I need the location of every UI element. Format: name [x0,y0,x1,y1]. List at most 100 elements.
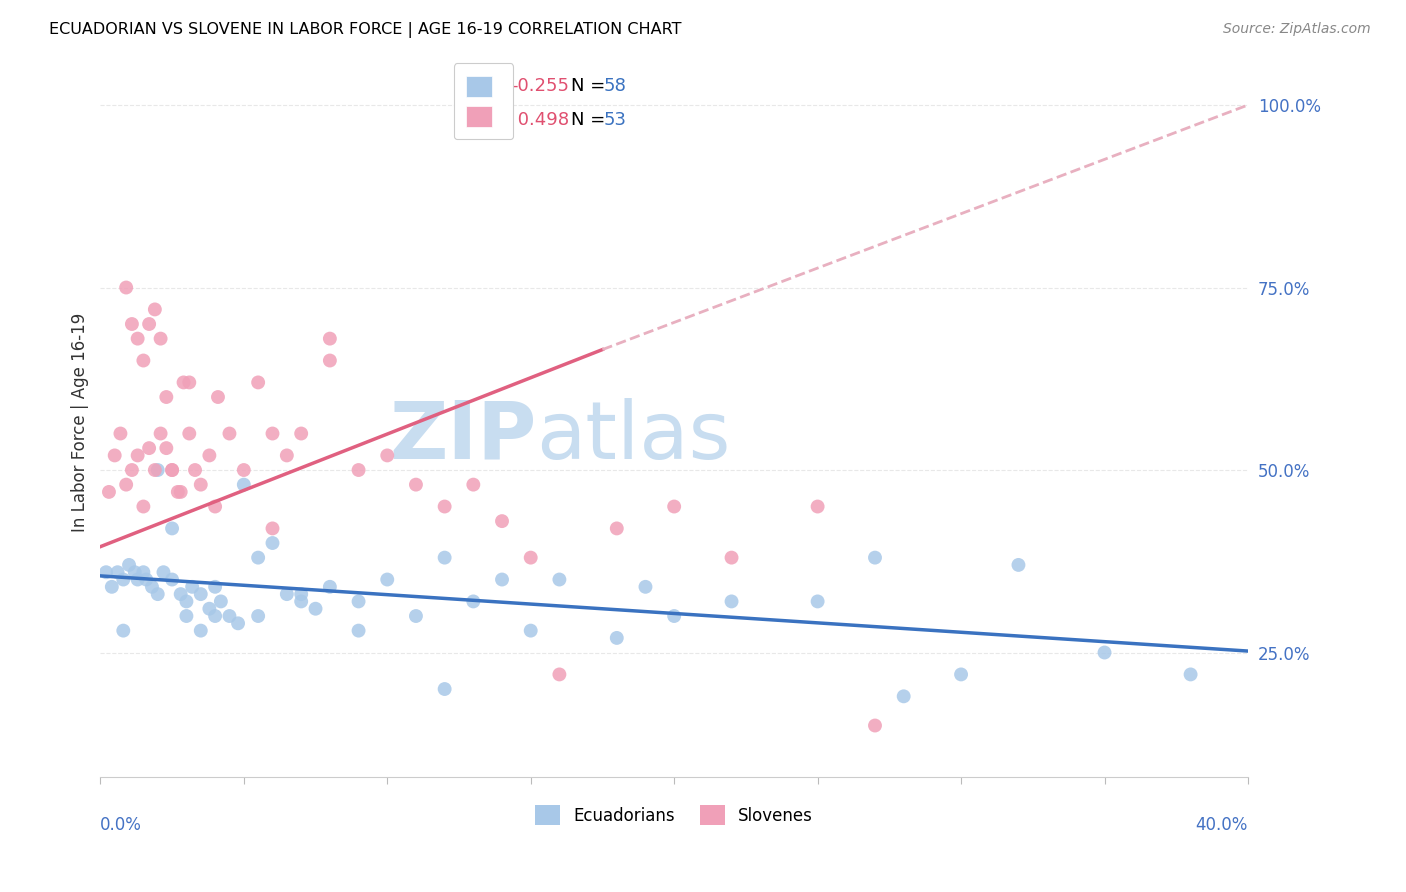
Point [226,616,249,631]
Point [198,449,221,463]
Point [149,332,172,346]
Text: N =: N = [571,112,612,129]
Point [160,463,183,477]
Point [204,609,226,624]
Point [115,280,138,294]
Point [204,580,226,594]
Point [204,500,226,514]
Text: 53: 53 [603,112,626,129]
Point [247,609,270,624]
Point [97,484,120,499]
Y-axis label: In Labor Force | Age 16-19: In Labor Force | Age 16-19 [72,313,89,533]
Point [290,426,312,441]
Point [720,594,742,608]
Point [184,463,207,477]
Point [405,477,427,491]
Point [190,624,212,638]
Point [634,580,657,594]
Text: 0.498: 0.498 [512,112,568,129]
Point [181,580,204,594]
Point [807,500,830,514]
Point [319,332,342,346]
Text: 0.0%: 0.0% [100,815,142,833]
Point [375,449,398,463]
Point [218,609,240,624]
Point [141,580,163,594]
Point [115,477,138,491]
Point [662,609,685,624]
Point [290,594,312,608]
Point [112,573,135,587]
Point [198,601,221,615]
Point [232,477,254,491]
Point [170,587,193,601]
Point [146,463,169,477]
Text: ZIP: ZIP [389,398,537,475]
Point [433,681,456,696]
Point [190,477,212,491]
Text: Source: ZipAtlas.com: Source: ZipAtlas.com [1223,22,1371,37]
Point [1094,646,1116,660]
Point [548,573,571,587]
Point [160,521,183,535]
Point [347,624,370,638]
Point [433,550,456,565]
Point [347,463,370,477]
Point [347,594,370,608]
Point [107,566,129,580]
Point [146,587,169,601]
Point [135,573,157,587]
Point [176,594,198,608]
Text: atlas: atlas [537,398,731,475]
Point [863,718,886,732]
Point [155,390,177,404]
Point [155,441,177,455]
Point [101,580,124,594]
Point [190,587,212,601]
Point [124,566,146,580]
Point [179,426,201,441]
Text: R =: R = [468,77,508,95]
Point [290,587,312,601]
Point [112,624,135,638]
Point [548,667,571,681]
Point [173,376,195,390]
Point [491,573,513,587]
Point [405,609,427,624]
Point [132,566,155,580]
Point [127,573,149,587]
Point [247,550,270,565]
Point [319,580,342,594]
Point [152,566,174,580]
Point [319,353,342,368]
Point [170,484,193,499]
Point [132,353,155,368]
Point [463,477,485,491]
Point [209,594,232,608]
Point [1007,558,1029,572]
Point [118,558,141,572]
Point [207,390,229,404]
Point [160,463,183,477]
Point [606,521,628,535]
Point [720,550,742,565]
Point [176,609,198,624]
Point [143,463,166,477]
Point [262,536,284,550]
Point [262,521,284,535]
Point [519,624,541,638]
Point [149,426,172,441]
Point [104,449,127,463]
Point [121,463,143,477]
Point [166,484,188,499]
Text: ECUADORIAN VS SLOVENE IN LABOR FORCE | AGE 16-19 CORRELATION CHART: ECUADORIAN VS SLOVENE IN LABOR FORCE | A… [49,22,682,38]
Point [94,566,117,580]
Point [160,573,183,587]
Point [138,317,160,331]
Point [121,317,143,331]
Point [110,426,132,441]
Point [127,332,149,346]
Point [276,449,298,463]
Point [606,631,628,645]
Point [276,587,298,601]
